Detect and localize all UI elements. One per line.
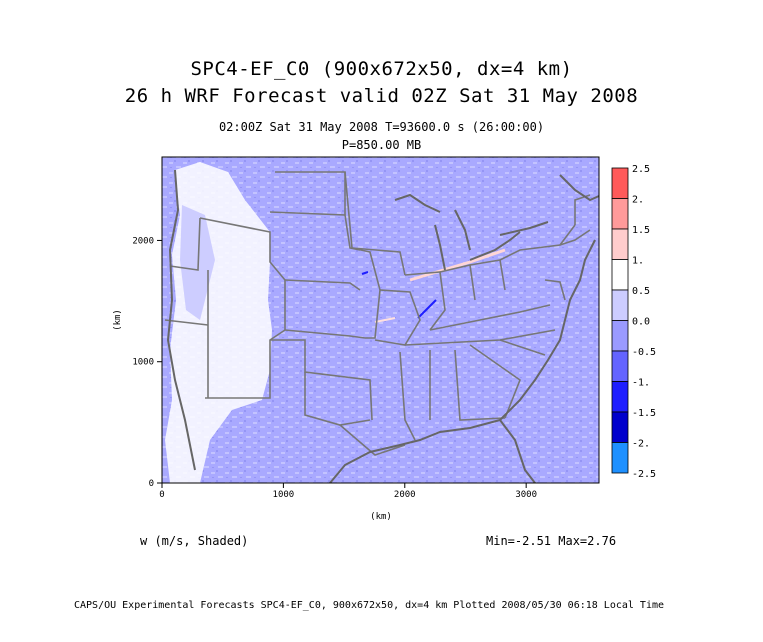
colorbar-label: -2.5 bbox=[632, 469, 656, 480]
colorbar-label: -2. bbox=[632, 439, 650, 450]
colorbar-label: -1.5 bbox=[632, 408, 656, 419]
y-axis-ticks: 0 1000 2000 bbox=[132, 236, 162, 489]
colorbar-label: 2.5 bbox=[632, 164, 650, 175]
plot-title: SPC4-EF_C0 (900x672x50, dx=4 km) bbox=[190, 58, 573, 80]
colorbar-label: -0.5 bbox=[632, 347, 656, 358]
w-field-updraft-streak bbox=[374, 317, 396, 323]
colorbar-swatch bbox=[611, 442, 629, 474]
x-axis-ticks: 0 1000 2000 3000 bbox=[159, 483, 537, 500]
w-field-updraft-streak bbox=[409, 248, 506, 282]
colorbar-label: 0.0 bbox=[632, 317, 650, 328]
x-tick-label: 2000 bbox=[394, 490, 416, 500]
w-field-downdraft-streak bbox=[417, 299, 437, 319]
x-tick-label: 3000 bbox=[515, 490, 537, 500]
colorbar-swatch bbox=[611, 350, 629, 382]
level-line: P=850.00 MB bbox=[341, 138, 422, 152]
colorbar-label: 1.5 bbox=[632, 225, 650, 236]
colorbar: 2.5 2. 1.5 1. 0.5 0.0 -0.5 -1. -1.5 -2. -2.5 bbox=[611, 164, 656, 480]
min-max-label: Min=-2.51 Max=2.76 bbox=[486, 534, 617, 548]
plot-frame bbox=[161, 156, 600, 484]
w-field-downdraft-streak bbox=[361, 271, 369, 275]
colorbar-label: 0.5 bbox=[632, 286, 650, 297]
field-label: w (m/s, Shaded) bbox=[140, 534, 249, 548]
coastlines bbox=[166, 169, 599, 483]
colorbar-swatch bbox=[611, 381, 629, 413]
colorbar-swatch bbox=[611, 411, 629, 443]
x-tick-label: 0 bbox=[159, 490, 164, 500]
y-tick-label: 2000 bbox=[132, 236, 154, 246]
colorbar-label: -1. bbox=[632, 378, 650, 389]
footer-credit: CAPS/OU Experimental Forecasts SPC4-EF_C… bbox=[74, 600, 665, 611]
colorbar-swatch bbox=[611, 198, 629, 230]
colorbar-swatch bbox=[611, 320, 629, 352]
y-tick-label: 0 bbox=[149, 479, 154, 489]
map-field bbox=[162, 157, 599, 483]
state-borders bbox=[164, 171, 591, 456]
time-line: 02:00Z Sat 31 May 2008 T=93600.0 s (26:0… bbox=[218, 120, 545, 134]
y-tick-label: 1000 bbox=[132, 358, 154, 368]
colorbar-swatch bbox=[611, 228, 629, 260]
plot-subtitle: 26 h WRF Forecast valid 02Z Sat 31 May 2… bbox=[124, 85, 639, 107]
colorbar-swatch bbox=[611, 167, 629, 199]
colorbar-label: 1. bbox=[632, 256, 644, 267]
colorbar-swatch bbox=[611, 289, 629, 321]
y-axis-label: (km) bbox=[113, 309, 123, 331]
colorbar-label: 2. bbox=[632, 195, 644, 206]
x-axis-label: (km) bbox=[370, 512, 392, 522]
x-tick-label: 1000 bbox=[273, 490, 295, 500]
colorbar-swatch bbox=[611, 259, 629, 291]
